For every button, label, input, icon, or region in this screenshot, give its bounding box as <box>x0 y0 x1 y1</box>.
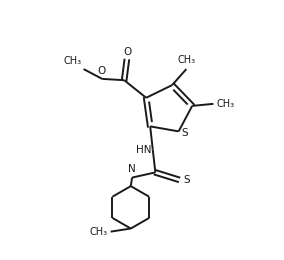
Text: S: S <box>184 175 191 185</box>
Text: CH₃: CH₃ <box>217 99 235 109</box>
Text: S: S <box>181 128 188 139</box>
Text: O: O <box>97 66 106 76</box>
Text: N: N <box>128 164 136 174</box>
Text: HN: HN <box>136 145 151 155</box>
Text: CH₃: CH₃ <box>89 227 107 237</box>
Text: CH₃: CH₃ <box>178 55 196 66</box>
Text: O: O <box>124 47 132 57</box>
Text: CH₃: CH₃ <box>63 56 82 67</box>
